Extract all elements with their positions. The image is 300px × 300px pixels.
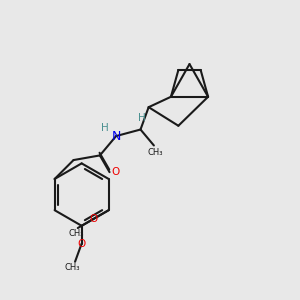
Text: H: H — [138, 113, 146, 123]
Text: O: O — [77, 238, 86, 249]
Text: CH₃: CH₃ — [64, 262, 80, 272]
Text: H: H — [101, 123, 109, 133]
Text: CH₃: CH₃ — [148, 148, 163, 157]
Text: CH₃: CH₃ — [68, 229, 84, 238]
Text: O: O — [111, 167, 120, 177]
Text: O: O — [89, 214, 97, 224]
Text: N: N — [111, 130, 121, 142]
